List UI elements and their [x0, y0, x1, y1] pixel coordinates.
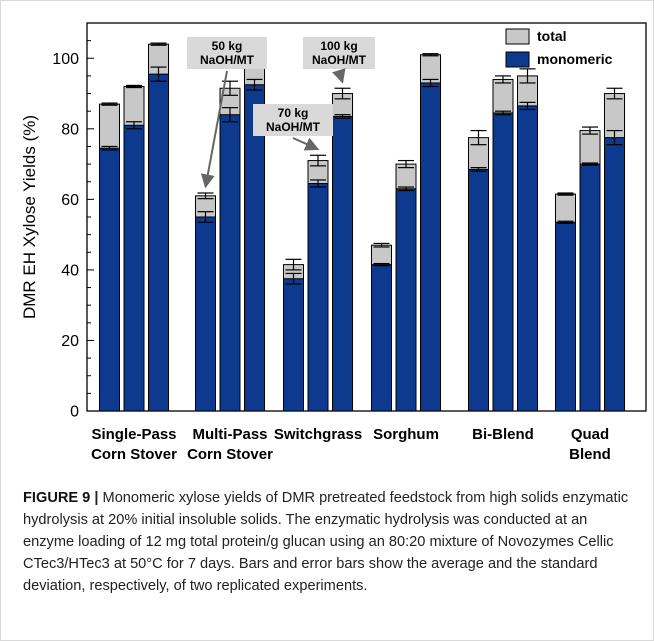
annotation-text: 50 kg — [212, 39, 243, 53]
annotation-arrow — [292, 137, 320, 151]
y-tick-label: 0 — [70, 404, 79, 421]
figure-label: FIGURE 9 — [23, 490, 91, 506]
x-category-label: Corn Stover — [91, 446, 177, 463]
legend-label-total: total — [537, 28, 567, 44]
monomeric-bar — [219, 114, 241, 412]
x-category-label: Blend — [569, 446, 611, 463]
annotation-text: 100 kg — [320, 39, 357, 53]
y-tick-label: 80 — [61, 121, 79, 138]
y-tick-label: 20 — [61, 333, 79, 350]
y-axis-label: DMR EH Xylose Yields (%) — [20, 115, 39, 319]
y-tick-label: 60 — [61, 192, 79, 209]
monomeric-bar — [395, 188, 417, 412]
figure-caption: FIGURE 9 | Monomeric xylose yields of DM… — [23, 487, 635, 597]
monomeric-bar — [371, 264, 392, 412]
bar-chart: 0 20 40 60 80 100 DMR EH Xylose Yields (%) Sing… — [20, 22, 647, 463]
monomeric-bar — [283, 278, 304, 412]
monomeric-bar — [195, 216, 216, 412]
annotation-text: 70 kg — [278, 106, 309, 120]
annotation-text: NaOH/MT — [200, 53, 255, 67]
y-tick-label: 100 — [52, 51, 79, 68]
x-category-label: Sorghum — [373, 426, 439, 443]
monomeric-bar — [555, 221, 576, 412]
x-category-label: Bi-Blend — [472, 426, 534, 443]
annotation-box — [253, 104, 333, 136]
monomeric-bar — [307, 182, 329, 412]
x-category-label: Corn Stover — [187, 446, 273, 463]
monomeric-bar — [332, 115, 353, 412]
monomeric-bar — [123, 124, 145, 412]
monomeric-bar — [99, 147, 120, 412]
caption-text: Monomeric xylose yields of DMR pretreate… — [23, 490, 629, 594]
y-tick-label: 40 — [61, 262, 79, 279]
annotation-box — [187, 37, 267, 69]
x-category-label: Multi-Pass — [192, 426, 267, 443]
monomeric-bar — [579, 163, 601, 412]
monomeric-bar — [468, 168, 489, 412]
annotation-arrow — [332, 68, 346, 84]
legend-swatch-monomeric — [505, 51, 530, 68]
x-category-label: Single-Pass — [91, 426, 176, 443]
monomeric-bar — [604, 137, 625, 412]
x-category-label: Switchgrass — [274, 426, 362, 443]
monomeric-bar — [420, 82, 441, 412]
monomeric-bar — [148, 73, 169, 412]
caption-separator: | — [94, 490, 99, 506]
annotation-text: NaOH/MT — [266, 120, 321, 134]
monomeric-bar — [517, 105, 538, 412]
annotation-text: NaOH/MT — [312, 53, 367, 67]
annotation-arrow — [200, 70, 228, 189]
annotation-box — [303, 37, 375, 69]
legend-label-monomeric: monomeric — [537, 51, 613, 67]
legend-swatch-total — [505, 28, 530, 45]
monomeric-bar — [492, 112, 514, 412]
x-category-label: Quad — [571, 426, 609, 443]
